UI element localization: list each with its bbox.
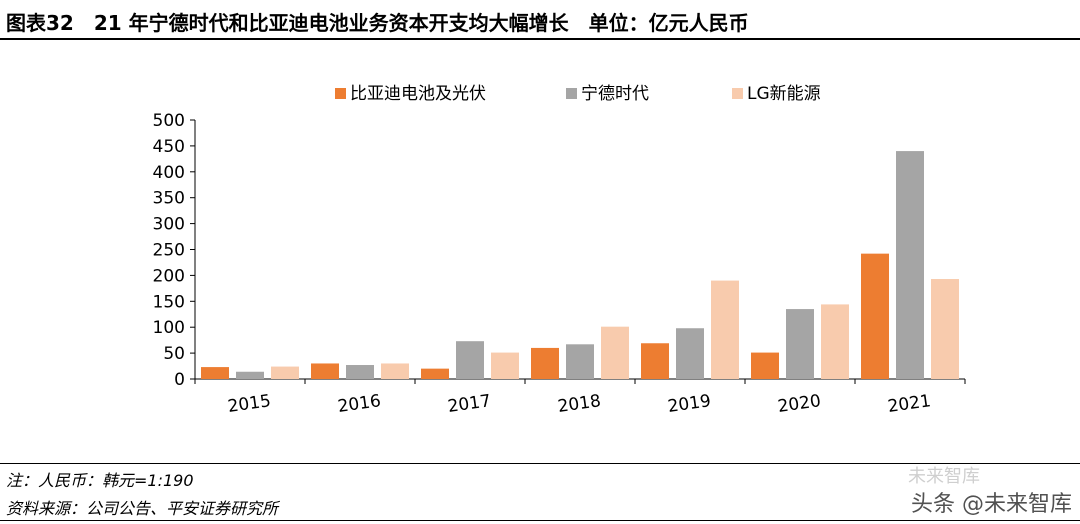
x-tick-label: 2015 <box>226 391 272 417</box>
y-tick-label: 500 <box>153 111 185 131</box>
bar-2020-series-3 <box>821 304 849 379</box>
bar-2019-series-1 <box>641 343 669 379</box>
y-tick-label: 300 <box>153 215 185 235</box>
bar-2017-series-1 <box>421 368 449 379</box>
bar-chart: 0 50 100 150 200 250 300 350 400 450 500 2015 2016 20… <box>153 84 966 417</box>
watermark-faint: 未来智库 <box>908 466 980 487</box>
legend-label-series-2: 宁德时代 <box>581 84 649 104</box>
x-tick-label: 2019 <box>666 391 712 417</box>
figure-title-bar: 图表32 21 年宁德时代和比亚迪电池业务资本开支均大幅增长 单位：亿元人民币 <box>0 0 1080 40</box>
bar-2016-series-3 <box>381 363 409 379</box>
y-tick-label: 250 <box>153 241 185 261</box>
footnote: 注：人民币：韩元=1:190 <box>6 471 194 490</box>
bar-2018-series-1 <box>531 347 559 379</box>
figure-title: 图表32 21 年宁德时代和比亚迪电池业务资本开支均大幅增长 单位：亿元人民币 <box>6 11 749 35</box>
bar-2016-series-2 <box>346 365 374 379</box>
bar-2017-series-2 <box>456 341 484 379</box>
bar-2015-series-2 <box>236 371 264 379</box>
footer-divider-bottom <box>0 520 1080 521</box>
bar-2021-series-1 <box>861 253 889 379</box>
bar-2020-series-1 <box>751 352 779 379</box>
legend-label-series-1: 比亚迪电池及光伏 <box>350 84 486 104</box>
legend-swatch-series-1 <box>335 88 346 99</box>
bar-2021-series-2 <box>896 151 924 379</box>
bar-2020-series-2 <box>786 309 814 379</box>
x-tick-label: 2018 <box>556 391 602 417</box>
bar-2015-series-3 <box>271 366 299 379</box>
y-tick-label: 200 <box>153 266 185 286</box>
y-tick-label: 450 <box>153 137 185 157</box>
footer-divider-top <box>0 463 1080 464</box>
bar-2021-series-3 <box>931 279 959 379</box>
source-note: 资料来源：公司公告、平安证券研究所 <box>6 499 279 518</box>
legend-swatch-series-3 <box>732 88 743 99</box>
bar-2018-series-2 <box>566 344 594 379</box>
x-tick-label: 2017 <box>446 391 492 417</box>
y-tick-label: 350 <box>153 189 185 209</box>
bar-2019-series-3 <box>711 280 739 379</box>
bar-2017-series-3 <box>491 352 519 379</box>
y-tick-label: 50 <box>163 344 185 364</box>
bar-2015-series-1 <box>201 367 229 379</box>
y-tick-label: 150 <box>153 292 185 312</box>
bar-2019-series-2 <box>676 328 704 379</box>
legend-swatch-series-2 <box>566 88 577 99</box>
x-tick-label: 2021 <box>886 391 932 417</box>
bar-2016-series-1 <box>311 363 339 379</box>
y-tick-label: 100 <box>153 318 185 338</box>
watermark: 头条 @未来智库 <box>911 492 1072 517</box>
bar-2018-series-3 <box>601 326 629 379</box>
y-tick-label: 0 <box>174 370 185 390</box>
y-tick-label: 400 <box>153 163 185 183</box>
legend-label-series-3: LG新能源 <box>747 84 821 104</box>
x-tick-label: 2020 <box>776 391 822 417</box>
x-tick-label: 2016 <box>336 391 382 417</box>
